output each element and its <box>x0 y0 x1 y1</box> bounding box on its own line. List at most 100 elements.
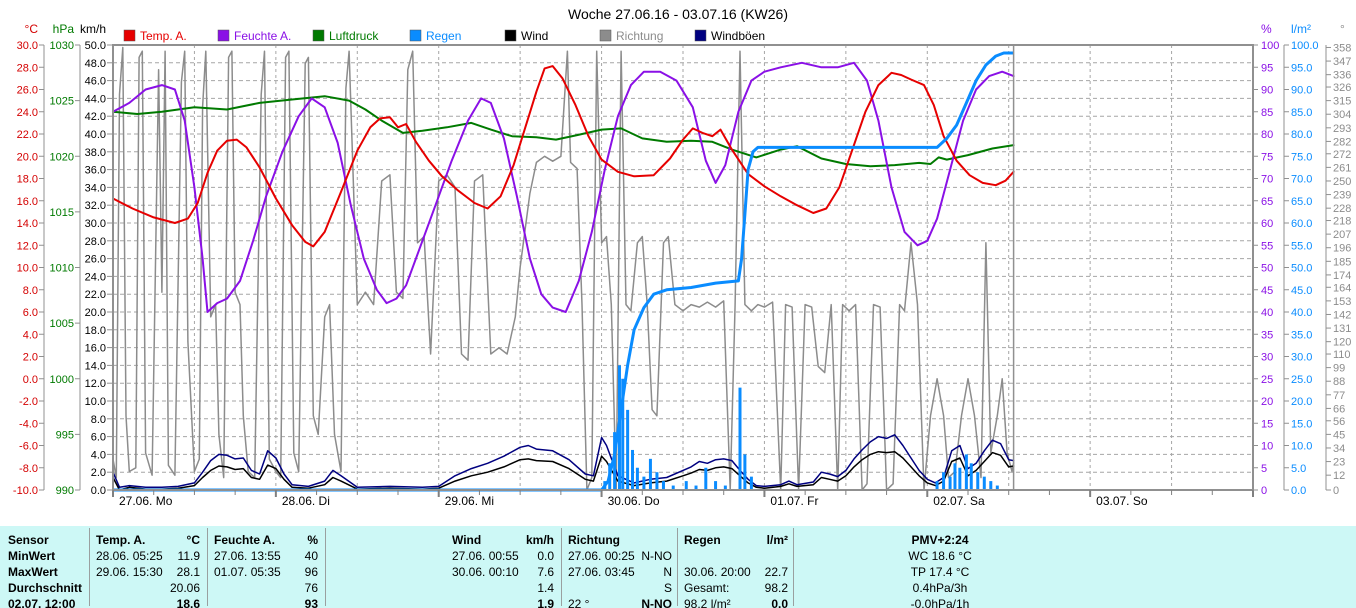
axis-label-temp: 26.0 <box>17 85 38 97</box>
temp-row1-value: 11.9 <box>177 549 200 563</box>
axis-label-pressure: 1020 <box>50 151 74 163</box>
table-divider-3 <box>325 528 326 606</box>
legend-swatch-7 <box>694 29 707 42</box>
axis-label-temp: 24.0 <box>17 107 38 119</box>
axis-label-wind: 34.0 <box>85 182 106 194</box>
axis-label-humidity: 5 <box>1261 463 1267 475</box>
axis-label-direction: 12 <box>1333 470 1345 482</box>
regen-row2-time: 30.06. 20:00 <box>684 565 751 579</box>
axis-label-direction: 358 <box>1333 42 1351 54</box>
feuchte-row3-value: 76 <box>304 581 318 595</box>
axis-label-humidity: 30 <box>1261 352 1273 364</box>
axis-label-pressure: 990 <box>56 485 74 497</box>
feuchte-unit: % <box>307 533 318 547</box>
legend-label-5: Wind <box>521 29 548 43</box>
axis-label-direction: 99 <box>1333 363 1345 375</box>
series-temp-a- <box>112 65 1015 248</box>
unit-percent: % <box>1261 22 1272 36</box>
wind-row2-time: 30.06. 00:10 <box>452 565 519 579</box>
axis-label-wind: 16.0 <box>85 343 106 355</box>
axis-label-humidity: 55 <box>1261 240 1273 252</box>
axis-label-temp: 16.0 <box>17 196 38 208</box>
x-day-label-2: 28.06. Di <box>282 494 330 508</box>
x-day-label-6: 02.07. Sa <box>933 494 985 508</box>
richtung-row1-value: N-NO <box>641 549 672 563</box>
axis-label-rain: 25.0 <box>1291 374 1312 386</box>
axis-label-temp: 22.0 <box>17 129 38 141</box>
axis-label-direction: 164 <box>1333 282 1351 294</box>
axis-label-direction: 218 <box>1333 216 1351 228</box>
axis-label-rain: 75.0 <box>1291 151 1312 163</box>
axis-label-temp: -10.0 <box>13 485 38 497</box>
axis-label-pressure: 1025 <box>50 96 74 108</box>
axis-label-rain: 95.0 <box>1291 62 1312 74</box>
axis-label-direction: 77 <box>1333 390 1345 402</box>
axis-label-temp: 30.0 <box>17 40 38 52</box>
richtung-row2-value: N <box>663 565 672 579</box>
axis-label-direction: 153 <box>1333 296 1351 308</box>
axis-label-wind: 48.0 <box>85 58 106 70</box>
axis-label-humidity: 25 <box>1261 374 1273 386</box>
axis-label-temp: 14.0 <box>17 218 38 230</box>
axis-label-direction: 272 <box>1333 149 1351 161</box>
axis-label-wind: 6.0 <box>91 432 106 444</box>
axis-label-wind: 10.0 <box>85 396 106 408</box>
axis-label-direction: 0 <box>1333 485 1339 497</box>
axis-label-temp: 18.0 <box>17 174 38 186</box>
axis-label-temp: 28.0 <box>17 62 38 74</box>
regen-row4-time: 98.2 l/m² <box>684 597 731 608</box>
axis-label-humidity: 10 <box>1261 441 1273 453</box>
series-feuchte-a- <box>112 61 1015 313</box>
axis-label-humidity: 65 <box>1261 196 1273 208</box>
temp-header: Temp. A. <box>96 533 146 547</box>
axis-label-humidity: 80 <box>1261 129 1273 141</box>
regen-unit: l/m² <box>766 533 788 547</box>
feuchte-row1-value: 40 <box>304 549 318 563</box>
axis-label-direction: 315 <box>1333 96 1351 108</box>
richtung-header: Richtung <box>568 533 620 547</box>
axis-label-temp: -2.0 <box>19 396 38 408</box>
axis-label-rain: 40.0 <box>1291 307 1312 319</box>
x-day-label-4: 30.06. Do <box>608 494 660 508</box>
axis-label-temp: -4.0 <box>19 418 38 430</box>
table-divider-4 <box>561 528 562 606</box>
axis-label-temp: -8.0 <box>19 463 38 475</box>
axis-label-wind: 4.0 <box>91 449 106 461</box>
regen-row3-time: Gesamt: <box>684 581 730 595</box>
axis-label-wind: 8.0 <box>91 414 106 426</box>
pmv-row-1: WC 18.6 °C <box>908 549 972 563</box>
series-windb-en <box>112 434 1015 489</box>
feuchte-row2-time: 01.07. 05:35 <box>214 565 281 579</box>
unit-hpa: hPa <box>53 22 75 36</box>
axis-label-rain: 65.0 <box>1291 196 1312 208</box>
axis-label-wind: 42.0 <box>85 111 106 123</box>
richtung-row1-time: 27.06. 00:25 <box>568 549 635 563</box>
richtung-row4-value: N-NO <box>641 597 672 608</box>
axis-label-temp: 12.0 <box>17 240 38 252</box>
axis-label-direction: 56 <box>1333 416 1345 428</box>
axis-label-temp: 8.0 <box>23 285 38 297</box>
pmv-row-2: TP 17.4 °C <box>910 565 970 579</box>
x-day-label-5: 01.07. Fr <box>770 494 818 508</box>
axis-label-rain: 10.0 <box>1291 441 1312 453</box>
unit-kmh: km/h <box>80 22 106 36</box>
axis-label-humidity: 50 <box>1261 263 1273 275</box>
axis-label-temp: 10.0 <box>17 263 38 275</box>
wind-row4-value: 1.9 <box>537 597 554 608</box>
row-label-4: Durchschnitt <box>8 581 83 595</box>
axis-label-wind: 14.0 <box>85 360 106 372</box>
axis-label-direction: 185 <box>1333 256 1351 268</box>
axis-label-pressure: 995 <box>56 429 74 441</box>
axis-label-direction: 45 <box>1333 429 1345 441</box>
table-divider-5 <box>677 528 678 606</box>
axis-label-wind: 12.0 <box>85 378 106 390</box>
legend-swatch-3 <box>312 29 325 42</box>
regen-row3-value: 98.2 <box>764 581 788 595</box>
feuchte-row1-time: 27.06. 13:55 <box>214 549 281 563</box>
temp-unit: °C <box>186 533 200 547</box>
wind-row1-value: 0.0 <box>537 549 554 563</box>
wind-row2-value: 7.6 <box>537 565 554 579</box>
x-day-label-3: 29.06. Mi <box>445 494 494 508</box>
table-divider-6 <box>793 528 794 606</box>
axis-label-direction: 293 <box>1333 123 1351 135</box>
